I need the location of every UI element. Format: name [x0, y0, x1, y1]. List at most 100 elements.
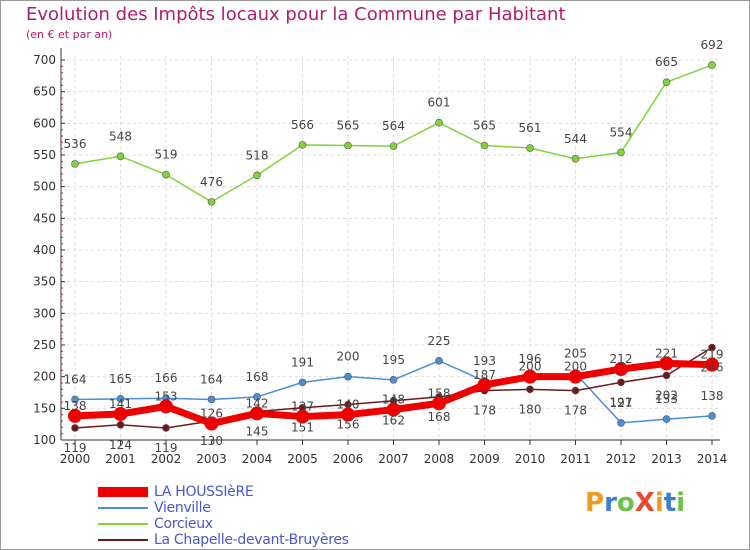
data-label-1: 200 [337, 350, 360, 364]
data-point-1 [298, 378, 307, 387]
data-label-0: 138 [64, 399, 87, 413]
x-tick-label: 2006 [333, 452, 364, 466]
x-tick-label: 2005 [287, 452, 318, 466]
data-label-3: 168 [428, 410, 451, 424]
x-tick-label: 2014 [697, 452, 728, 466]
data-label-0: 153 [155, 389, 178, 403]
data-label-0: 140 [337, 398, 360, 412]
data-label-2: 544 [564, 132, 587, 146]
data-label-0: 200 [564, 360, 587, 374]
logo-letter: t [663, 488, 677, 518]
data-label-2: 566 [291, 118, 314, 132]
data-label-2: 564 [382, 119, 405, 133]
data-label-2: 665 [655, 55, 678, 69]
data-point-3 [662, 371, 671, 380]
data-label-0: 187 [473, 368, 496, 382]
legend-swatch-vienville [98, 507, 148, 509]
y-tick-label: 700 [33, 53, 56, 67]
data-point-3 [617, 378, 625, 387]
data-label-3: 124 [109, 438, 132, 452]
x-tick-label: 2002 [151, 452, 182, 466]
data-point-2 [526, 144, 534, 152]
data-label-0: 126 [200, 407, 223, 421]
data-label-3: 202 [655, 388, 678, 402]
data-point-1 [662, 415, 671, 423]
data-point-1 [116, 395, 125, 403]
data-point-0 [568, 369, 583, 384]
data-label-0: 200 [519, 360, 542, 374]
data-point-0 [477, 377, 492, 392]
x-tick-label: 2003 [196, 452, 227, 466]
data-point-0 [159, 399, 173, 414]
data-point-2 [116, 152, 125, 161]
data-point-0 [250, 406, 264, 421]
x-tick-label: 2000 [60, 452, 91, 466]
data-label-1: 193 [473, 354, 496, 368]
data-label-0: 219 [701, 348, 724, 362]
logo-letter: o [616, 488, 635, 518]
logo-letter: r [604, 488, 617, 518]
data-point-3 [71, 424, 79, 432]
y-tick-label: 500 [33, 180, 56, 194]
x-tick-label: 2013 [651, 452, 682, 466]
data-label-0: 142 [246, 396, 269, 410]
legend-swatch-la-houssiere [98, 487, 148, 497]
data-label-1: 195 [382, 353, 405, 367]
data-point-0 [386, 402, 401, 417]
y-tick-label: 200 [33, 370, 56, 384]
data-label-0: 148 [382, 393, 405, 407]
data-label-3: 178 [564, 404, 587, 418]
data-point-3 [116, 420, 125, 429]
data-point-2 [435, 118, 443, 127]
logo-letter: i [676, 488, 686, 518]
data-label-0: 137 [291, 400, 314, 414]
data-label-1: 205 [564, 347, 587, 361]
data-label-1: 164 [64, 372, 87, 386]
y-tick-label: 650 [33, 85, 56, 99]
y-tick-label: 250 [33, 338, 56, 352]
data-point-2 [389, 142, 398, 150]
y-tick-label: 100 [33, 433, 56, 447]
data-point-3 [571, 386, 580, 395]
data-label-3: 180 [519, 402, 542, 416]
legend-label-la-chapelle: La Chapelle-devant-Bruyères [154, 532, 349, 548]
data-label-3: 191 [610, 395, 633, 409]
data-point-3 [526, 385, 534, 394]
data-point-1 [71, 395, 79, 404]
data-label-3: 119 [64, 441, 87, 455]
chart-subtitle: (en € et par an) [26, 28, 113, 41]
data-label-0: 212 [610, 352, 633, 366]
data-label-1: 127 [610, 396, 633, 410]
data-point-2 [571, 155, 580, 163]
data-point-2 [207, 198, 216, 206]
x-tick-label: 2009 [469, 452, 500, 466]
data-point-0 [659, 356, 674, 371]
legend-swatch-la-chapelle [98, 539, 148, 541]
y-tick-label: 450 [33, 211, 56, 225]
data-label-1: 168 [246, 370, 269, 384]
legend-label-vienville: Vienville [154, 500, 211, 516]
data-point-2 [344, 141, 352, 150]
y-tick-label: 350 [33, 275, 56, 289]
data-point-2 [298, 141, 307, 149]
y-tick-label: 600 [33, 116, 56, 130]
data-label-2: 536 [64, 137, 87, 151]
y-tick-label: 150 [33, 401, 56, 415]
data-label-2: 476 [200, 175, 223, 189]
data-point-3 [162, 424, 170, 432]
data-label-1: 133 [655, 392, 678, 406]
logo-letter: P [585, 488, 605, 518]
data-label-0: 141 [109, 397, 132, 411]
legend-label-corcieux: Corcieux [154, 516, 213, 532]
data-label-3: 178 [473, 404, 496, 418]
data-point-0 [113, 407, 128, 422]
x-tick-label: 2004 [242, 452, 273, 466]
data-point-2 [662, 78, 671, 86]
data-point-1 [344, 372, 352, 381]
data-label-2: 601 [428, 96, 451, 110]
data-label-1: 191 [291, 355, 314, 369]
data-point-3 [708, 343, 716, 352]
data-label-1: 166 [155, 371, 178, 385]
data-label-3: 162 [382, 414, 405, 428]
